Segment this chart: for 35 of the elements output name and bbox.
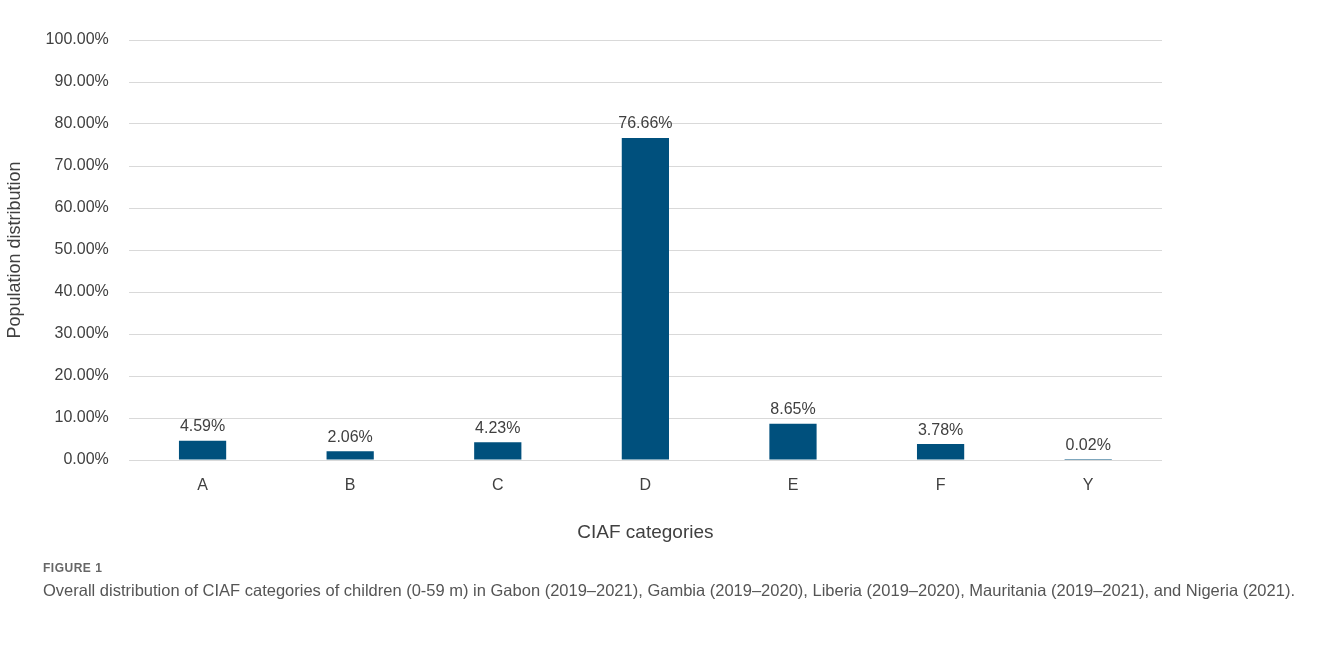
x-tick-label: A — [197, 476, 209, 494]
data-label: 4.23% — [475, 418, 521, 436]
x-axis-title: CIAF categories — [577, 520, 714, 542]
y-tick-label: 0.00% — [63, 450, 109, 468]
bar — [178, 440, 227, 460]
data-label: 76.66% — [618, 114, 673, 132]
bar — [326, 451, 374, 460]
y-tick-label: 90.00% — [54, 72, 109, 90]
data-label: 2.06% — [327, 427, 373, 445]
y-tick-label: 20.00% — [54, 366, 109, 384]
x-tick-label: C — [492, 476, 504, 494]
x-tick-label: F — [935, 476, 946, 494]
bar — [621, 138, 669, 460]
y-tick-label: 100.00% — [45, 30, 109, 48]
x-tick-label: Y — [1082, 476, 1094, 494]
y-tick-label: 40.00% — [54, 282, 109, 300]
x-tick-label: E — [787, 476, 799, 494]
data-label: 0.02% — [1065, 436, 1111, 454]
y-tick-label: 50.00% — [54, 240, 109, 258]
x-tick-label: D — [639, 476, 652, 494]
data-label: 3.78% — [917, 420, 964, 438]
y-axis-title: Population distribution — [3, 161, 24, 339]
bar — [769, 423, 817, 460]
caption: FIGURE 1 — [43, 561, 103, 575]
y-tick-label: 30.00% — [54, 324, 109, 342]
y-tick-label: 80.00% — [54, 114, 109, 132]
data-label: 4.59% — [179, 417, 226, 435]
y-tick-label: 60.00% — [54, 198, 109, 216]
data-label: 8.65% — [770, 400, 816, 418]
x-tick-label: B — [344, 476, 356, 494]
y-tick-label: 10.00% — [54, 408, 109, 426]
bar — [916, 444, 965, 460]
bar — [474, 442, 522, 460]
text: Overall distribution of CIAF categories of children (0-59 m) in Gabon (2019–2021), Gambia (2019–2020), Liberia (2019–2020), Mauritania (2019–2021), and Nigeria (2021). — [43, 580, 1296, 601]
y-tick-label: 70.00% — [54, 156, 109, 174]
